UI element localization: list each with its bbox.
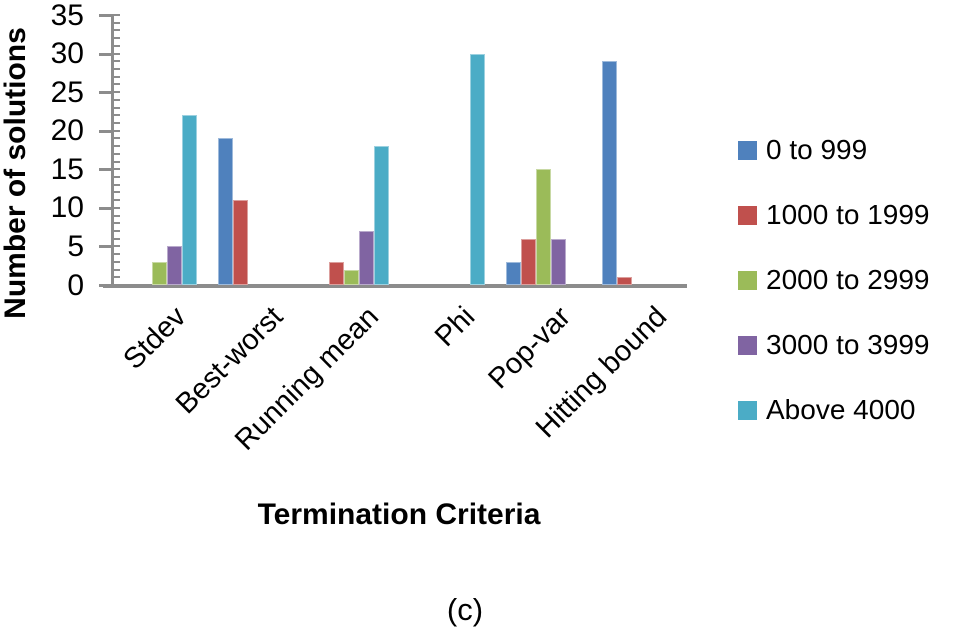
bar-2000-to-2999-stdev bbox=[152, 261, 167, 285]
legend-item-2000-to-2999: 2000 to 2999 bbox=[738, 264, 930, 296]
y-major-tick bbox=[99, 206, 112, 210]
bar-2000-to-2999-pop-var bbox=[536, 169, 551, 285]
y-minor-tick bbox=[112, 145, 120, 148]
bar-1000-to-1999-pop-var bbox=[521, 238, 536, 285]
y-minor-tick bbox=[112, 44, 120, 47]
y-minor-tick bbox=[112, 176, 120, 178]
legend-item-above-4000: Above 4000 bbox=[738, 394, 930, 426]
y-minor-tick bbox=[112, 183, 120, 186]
y-minor-tick bbox=[112, 199, 120, 202]
bar-above-4000-phi bbox=[470, 53, 485, 285]
y-minor-tick bbox=[112, 276, 120, 279]
y-major-tick bbox=[99, 52, 112, 56]
y-minor-tick bbox=[112, 60, 120, 63]
y-major-tick bbox=[99, 14, 112, 17]
y-minor-tick bbox=[112, 206, 120, 209]
y-tick-label: 25 bbox=[50, 75, 84, 109]
legend-item-3000-to-3999: 3000 to 3999 bbox=[738, 329, 930, 361]
chart-legend: 0 to 999 1000 to 1999 2000 to 2999 3000 to … bbox=[738, 134, 930, 459]
bar-1000-to-1999-running-mean bbox=[329, 261, 344, 285]
y-minor-tick bbox=[112, 191, 120, 194]
y-minor-tick bbox=[112, 98, 120, 101]
y-tick-label: 0 bbox=[67, 268, 84, 302]
legend-label: 2000 to 2999 bbox=[766, 264, 930, 295]
legend-swatch-icon bbox=[738, 140, 757, 160]
bar-3000-to-3999-pop-var bbox=[551, 238, 566, 285]
y-minor-tick bbox=[112, 245, 120, 248]
y-minor-tick bbox=[112, 129, 120, 132]
legend-label: 3000 to 3999 bbox=[766, 329, 930, 360]
x-category-label-stdev: Stdev bbox=[117, 300, 193, 376]
y-minor-tick bbox=[112, 152, 120, 155]
y-tick-label: 15 bbox=[50, 152, 84, 186]
bar-1000-to-1999-hitting-bound bbox=[617, 277, 632, 285]
legend-label: 0 to 999 bbox=[766, 134, 868, 165]
legend-swatch-icon bbox=[738, 400, 757, 420]
bar-3000-to-3999-stdev bbox=[167, 246, 182, 285]
legend-item-0-to-999: 0 to 999 bbox=[738, 134, 930, 166]
y-tick-label: 35 bbox=[50, 0, 84, 32]
legend-item-1000-to-1999: 1000 to 1999 bbox=[738, 199, 930, 231]
y-axis-line bbox=[111, 14, 114, 287]
legend-label: Above 4000 bbox=[766, 394, 916, 425]
y-minor-tick bbox=[112, 106, 120, 109]
legend-swatch-icon bbox=[738, 335, 757, 355]
bar-0-to-999-pop-var bbox=[506, 261, 521, 285]
y-major-tick bbox=[99, 284, 112, 287]
bar-3000-to-3999-running-mean bbox=[359, 231, 374, 285]
y-minor-tick bbox=[112, 83, 120, 86]
y-minor-tick bbox=[112, 91, 120, 94]
bar-above-4000-running-mean bbox=[374, 146, 389, 285]
y-minor-tick bbox=[112, 75, 120, 78]
y-tick-label: 30 bbox=[50, 37, 84, 71]
y-minor-tick bbox=[112, 222, 120, 225]
y-minor-tick bbox=[112, 21, 120, 24]
y-minor-tick bbox=[112, 230, 120, 232]
x-axis-line bbox=[103, 284, 687, 288]
y-minor-tick bbox=[112, 284, 120, 286]
y-minor-tick bbox=[112, 168, 120, 171]
y-minor-tick bbox=[112, 29, 120, 32]
figure-caption: (c) bbox=[446, 592, 484, 627]
x-category-label-pop-var: Pop-var bbox=[482, 300, 577, 396]
legend-swatch-icon bbox=[738, 205, 757, 225]
y-minor-tick bbox=[112, 37, 120, 40]
bar-0-to-999-hitting-bound bbox=[602, 61, 617, 285]
y-tick-label: 20 bbox=[50, 114, 84, 148]
y-tick-label: 10 bbox=[50, 191, 84, 225]
bar-above-4000-stdev bbox=[182, 115, 197, 285]
y-minor-tick bbox=[112, 237, 120, 240]
y-major-tick bbox=[99, 168, 112, 172]
y-minor-tick bbox=[112, 253, 120, 256]
bar-1000-to-1999-best-worst bbox=[233, 200, 248, 285]
y-minor-tick bbox=[112, 214, 120, 217]
y-major-tick bbox=[99, 129, 112, 133]
y-major-tick bbox=[99, 91, 112, 95]
y-minor-tick bbox=[112, 160, 120, 163]
y-minor-tick bbox=[112, 52, 120, 55]
y-major-tick bbox=[99, 245, 112, 249]
y-minor-tick bbox=[112, 122, 120, 124]
y-minor-tick bbox=[112, 268, 120, 271]
bar-2000-to-2999-running-mean bbox=[344, 269, 359, 285]
y-minor-tick bbox=[112, 68, 120, 70]
y-minor-tick bbox=[112, 137, 120, 140]
y-minor-tick bbox=[112, 114, 120, 117]
y-minor-tick bbox=[112, 14, 120, 16]
legend-swatch-icon bbox=[738, 270, 757, 290]
x-axis-title: Termination Criteria bbox=[257, 498, 541, 531]
legend-label: 1000 to 1999 bbox=[766, 199, 930, 230]
x-category-label-phi: Phi bbox=[428, 300, 481, 353]
bar-0-to-999-best-worst bbox=[218, 138, 233, 285]
y-tick-label: 5 bbox=[67, 229, 84, 263]
y-minor-tick bbox=[112, 260, 120, 263]
